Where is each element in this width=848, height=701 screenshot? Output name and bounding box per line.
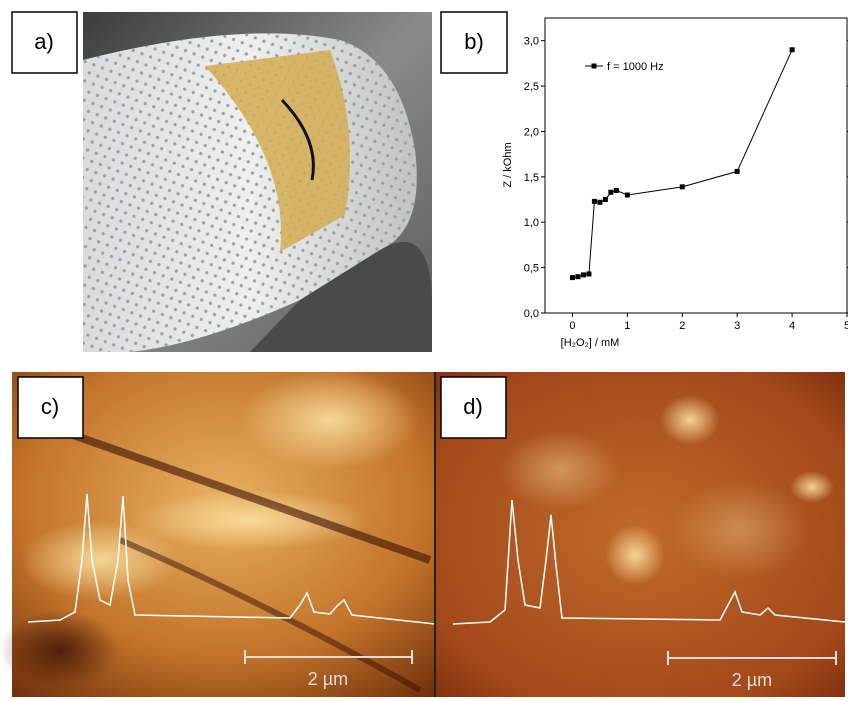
- point: [570, 275, 575, 280]
- point: [603, 197, 608, 202]
- point: [586, 271, 591, 276]
- point: [735, 169, 740, 174]
- x-tick-label: 4: [789, 320, 795, 332]
- x-tick-label: 0: [569, 320, 575, 332]
- photo: [83, 12, 432, 352]
- x-tick-label: 3: [734, 320, 740, 332]
- x-tick-label: 1: [624, 320, 630, 332]
- y-tick-label: 3,0: [524, 36, 539, 48]
- point: [608, 190, 613, 195]
- scale-bar-label: 2 µm: [732, 670, 772, 690]
- x-tick-label: 2: [679, 320, 685, 332]
- y-tick-label: 1,0: [524, 217, 539, 229]
- x-tick-label: 5: [844, 320, 848, 332]
- x-axis-label: [H₂O₂] / mM: [561, 337, 620, 349]
- y-tick-label: 1,5: [524, 172, 539, 184]
- legend-marker: [592, 64, 597, 69]
- plot-frame: [545, 18, 847, 313]
- point: [575, 274, 580, 279]
- point: [592, 199, 597, 204]
- point: [680, 184, 685, 189]
- legend-label: f = 1000 Hz: [607, 61, 664, 73]
- y-tick-label: 0,0: [524, 308, 539, 320]
- point: [614, 188, 619, 193]
- scale-bar-label: 2 µm: [308, 669, 348, 689]
- panel-label: a): [34, 29, 54, 54]
- y-tick-label: 2,5: [524, 81, 539, 93]
- y-tick-label: 0,5: [524, 263, 539, 275]
- y-tick-label: 2,0: [524, 126, 539, 138]
- point: [790, 47, 795, 52]
- point: [625, 193, 630, 198]
- y-axis-label: Z / kOhm: [502, 142, 514, 187]
- figure: 2 µm 2 µm a) b) c) d) [H₂O₂] / mM Z / kO…: [0, 0, 848, 701]
- panel-label: d): [463, 394, 483, 419]
- panel-label: b): [464, 29, 484, 54]
- point: [581, 272, 586, 277]
- series-line: [572, 50, 792, 278]
- panel-label: c): [41, 394, 59, 419]
- point: [597, 200, 602, 205]
